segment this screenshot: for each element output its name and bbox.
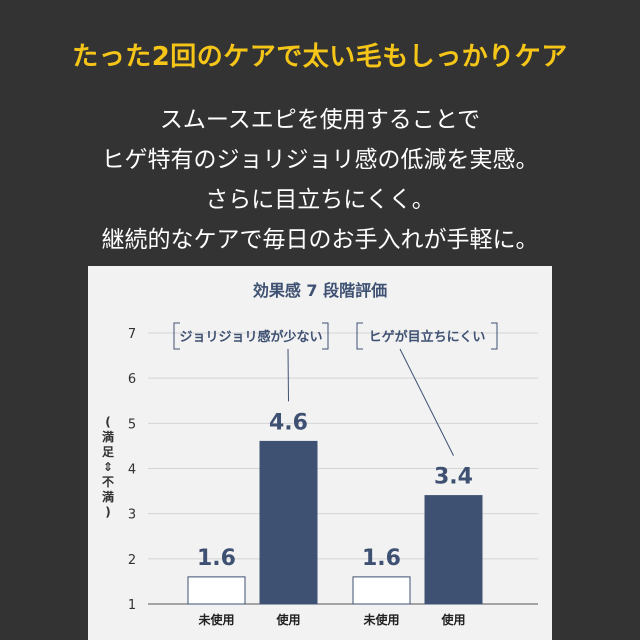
body-line: スムースエピを使用することで (159, 107, 481, 133)
x-category-label: 使用 (275, 612, 300, 627)
bar-value-label: 1.6 (362, 546, 401, 571)
callout-text: ヒゲが目立ちにくい (369, 329, 486, 345)
body-line: ヒゲ特有のジョリジョリ感の低減を実感。 (101, 147, 539, 173)
bar-value-label: 4.6 (269, 410, 308, 435)
body-line: さらに目立ちにくく。 (205, 187, 435, 213)
body-line: 継続的なケアで毎日のお手入れが手軽に。 (101, 227, 539, 253)
bar (424, 495, 483, 605)
callout-bracket-left (356, 322, 363, 350)
y-tick-label: 2 (128, 553, 136, 568)
y-tick-label: 7 (128, 327, 136, 342)
bar (352, 576, 411, 605)
y-tick-label: 6 (128, 372, 136, 387)
x-category-label: 未使用 (362, 612, 399, 627)
bar (187, 576, 246, 605)
chart-title: 効果感 7 段階評価 (253, 281, 387, 300)
callout-leader-line (399, 348, 454, 456)
bar-chart: 効果感 7 段階評価 1 2 3 4 5 6 7 (満足⇕不満) 1.6 未使用 4.6 使用 ジョリジョ… (102, 281, 538, 627)
y-tick-label: 5 (128, 417, 136, 432)
headline: たった2回のケアで太い毛もしっかりケア (72, 42, 568, 72)
y-tick-label: 3 (128, 508, 136, 523)
y-axis-label: (満足⇕不満) (102, 415, 114, 519)
callout-bracket-right (491, 322, 498, 350)
callout-bracket-left (173, 322, 180, 350)
bar-value-label: 3.4 (434, 465, 473, 490)
x-category-label: 使用 (440, 612, 465, 627)
x-category-label: 未使用 (197, 612, 234, 627)
bar-value-label: 1.6 (197, 546, 236, 571)
y-tick-label: 1 (128, 598, 136, 613)
body-text: スムースエピを使用することで ヒゲ特有のジョリジョリ感の低減を実感。 さらに目立… (0, 100, 640, 260)
callout-text: ジョリジョリ感が少ない (179, 329, 322, 345)
y-tick-label: 4 (128, 463, 136, 478)
callout-leader-line (287, 348, 289, 402)
bar (259, 440, 318, 605)
chart-card: 効果感 7 段階評価 1 2 3 4 5 6 7 (満足⇕不満) 1.6 未使用 4.6 使用 ジョリジョ… (88, 266, 552, 640)
callout-bracket-right (322, 322, 329, 350)
